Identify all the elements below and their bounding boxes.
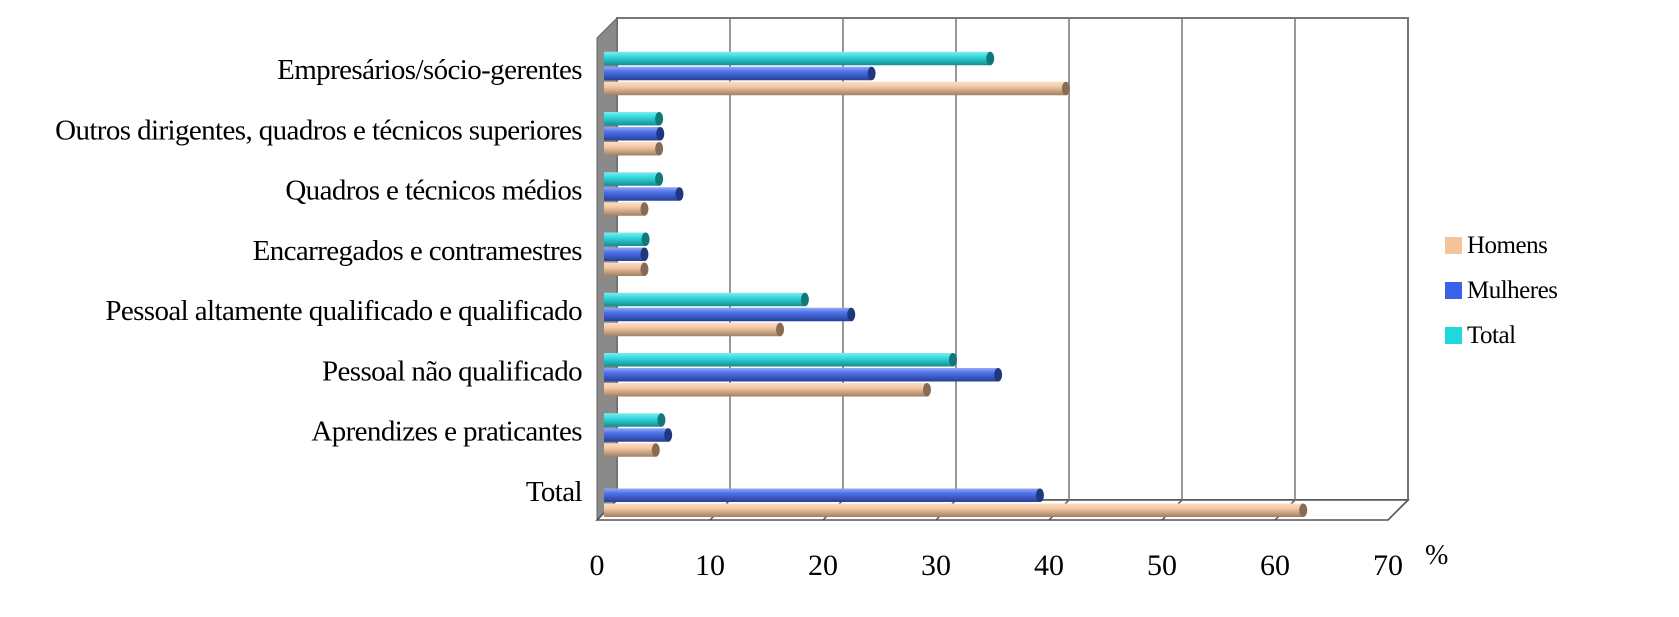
category-label: Empresários/sócio-gerentes [277,54,582,86]
x-tick-label: 40 [1034,549,1064,582]
bar [604,368,1003,382]
category-label: Pessoal não qualificado [322,355,582,387]
bar [604,262,649,276]
bar [604,232,650,246]
category-label: Quadros e técnicos médios [285,175,582,207]
legend-label: Mulheres [1467,277,1557,304]
bar [604,66,876,81]
x-tick-label: 20 [808,549,838,582]
bar [604,443,660,457]
bar [604,247,649,261]
bar [604,503,1308,517]
bar [604,127,665,141]
bar [604,322,785,337]
bar [604,292,809,307]
x-tick-label: 60 [1260,549,1290,582]
x-unit-label: % [1425,540,1448,571]
category-labels: Empresários/sócio-gerentes Outros dirigen… [55,54,583,508]
bar [604,353,957,367]
bar [604,172,664,186]
category-label: Aprendizes e praticantes [311,416,582,448]
bar [604,142,664,156]
legend-swatch [1445,237,1462,254]
category-label: Total [526,476,583,508]
legend-swatch [1445,327,1462,344]
bar [604,413,666,427]
bar [604,51,995,66]
bar [604,383,931,397]
x-tick-label: 70 [1373,549,1403,582]
category-label: Encarregados e contramestres [253,235,583,267]
bar [604,488,1044,502]
legend: Homens Mulheres Total [1445,232,1558,349]
bar [604,187,684,201]
bar [604,428,673,442]
bar [604,112,664,126]
legend-swatch [1445,282,1462,299]
bar [604,307,856,322]
bars [604,51,1308,517]
x-tick-label: 10 [695,549,725,582]
floor-grid-line [1387,499,1409,521]
x-tick-label: 30 [921,549,951,582]
x-tick-label: 50 [1147,549,1177,582]
legend-label: Total [1467,322,1516,349]
category-label: Outros dirigentes, quadros e técnicos su… [55,114,582,146]
bar [604,81,1070,96]
legend-label: Homens [1467,232,1547,259]
bar [604,202,649,216]
x-tick-label: 0 [590,549,605,582]
category-label: Pessoal altamente qualificado e qualific… [105,295,582,327]
x-axis-ticks: 0 10 20 30 40 50 60 70% [590,540,1449,582]
